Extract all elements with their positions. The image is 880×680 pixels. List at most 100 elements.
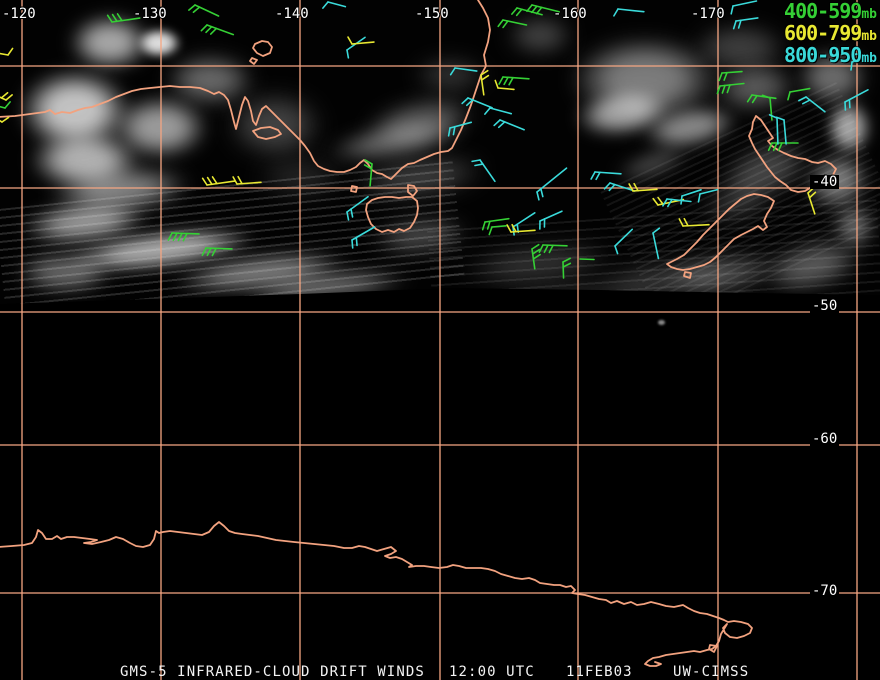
legend-range: 600-799 <box>784 21 862 45</box>
wind-barb <box>526 4 560 15</box>
coastline-nz-south-island <box>666 193 775 271</box>
wind-barb <box>614 228 634 255</box>
wind-barb <box>787 87 811 101</box>
legend-range: 400-599 <box>784 0 862 23</box>
legend-item: 800-950mb <box>784 43 877 68</box>
wind-barb <box>347 36 375 45</box>
wind-barb <box>730 0 758 15</box>
caption-segment: 11FEB03 <box>566 664 633 680</box>
wind-barb <box>590 171 622 181</box>
longitude-label: -130 <box>133 6 167 22</box>
wind-barb <box>807 186 817 215</box>
wind-barb <box>449 67 478 76</box>
coastline-kangaroo-island <box>252 126 282 140</box>
coastline-salt-lake <box>252 40 273 57</box>
wind-barb <box>539 210 563 230</box>
wind-barb <box>732 17 759 30</box>
coastline-layer <box>0 0 837 667</box>
wind-barb <box>531 243 541 270</box>
latitude-label: -70 <box>810 583 840 599</box>
legend-item: 400-599mb <box>784 0 877 24</box>
wind-barb <box>471 159 496 183</box>
wind-barb <box>0 101 11 109</box>
longitude-label: -140 <box>275 6 309 22</box>
wind-barb <box>493 119 525 131</box>
wind-barb <box>106 13 141 23</box>
legend-unit: mb <box>861 51 877 66</box>
wind-barb <box>652 227 661 260</box>
wind-barb <box>447 121 473 137</box>
wind-barb <box>363 159 373 187</box>
wind-barb <box>167 232 200 242</box>
wind-barb <box>697 188 719 203</box>
wind-barb <box>511 7 543 17</box>
wind-barb <box>346 195 369 221</box>
coastline-antarctica <box>0 521 753 667</box>
product-caption: GMS-5 INFRARED-CLOUD DRIFT WINDS 12:00 UT… <box>0 665 880 680</box>
caption-segment: GMS-5 INFRARED-CLOUD DRIFT WINDS <box>120 664 425 680</box>
wind-barb <box>0 47 14 56</box>
wind-barb <box>775 116 787 145</box>
wind-barb <box>494 79 515 91</box>
wind-barb <box>538 244 568 254</box>
legend-range: 800-950 <box>784 43 862 67</box>
coastline-australia <box>0 0 491 180</box>
wind-barb <box>746 94 777 104</box>
cloud-speck <box>658 320 665 325</box>
wind-barb <box>716 82 745 95</box>
wind-barb <box>0 116 10 123</box>
coastline-stewart-island <box>683 271 692 279</box>
wind-barb <box>680 189 702 205</box>
latitude-label: -60 <box>810 431 840 447</box>
wind-barb <box>351 226 376 249</box>
wind-barb <box>844 88 869 111</box>
longitude-label: -120 <box>2 6 36 22</box>
wind-barb <box>850 54 874 71</box>
wind-barb <box>603 182 636 192</box>
wind-barb <box>200 24 235 36</box>
wind-barb <box>562 257 572 279</box>
wind-barb <box>536 167 568 201</box>
coastline-flinders-island <box>407 184 418 197</box>
longitude-label: -170 <box>691 6 725 22</box>
wind-barb <box>232 175 262 185</box>
coastline-antarctic-islet <box>708 644 718 653</box>
wind-barb <box>497 19 528 29</box>
wind-barb <box>613 8 645 17</box>
coastline-salt-lake2 <box>249 57 258 65</box>
wind-barb <box>201 247 233 257</box>
wind-barb <box>678 217 710 227</box>
legend-item: 600-799mb <box>784 21 877 46</box>
wind-barb <box>322 1 347 9</box>
wind-barb <box>761 94 773 121</box>
wind-barb <box>484 107 513 115</box>
wind-barb <box>718 70 743 82</box>
longitude-label: -160 <box>553 6 587 22</box>
wind-barb <box>767 142 799 152</box>
caption-segment: 12:00 UTC <box>449 664 535 680</box>
wind-barb <box>188 4 220 17</box>
longitude-label: -150 <box>415 6 449 22</box>
wind-barb <box>506 223 536 233</box>
wind-barb <box>488 224 507 236</box>
wind-barb <box>498 76 530 86</box>
cloud-blob <box>495 8 585 63</box>
latitude-label: -50 <box>810 298 840 314</box>
legend-unit: mb <box>861 7 877 22</box>
latitude-label: -40 <box>810 174 840 190</box>
coastline-king-island <box>350 185 358 193</box>
wind-barb <box>628 182 658 192</box>
wind-barb-layer <box>0 0 874 279</box>
wind-barb <box>461 97 493 109</box>
pressure-level-legend: 400-599mb 600-799mb 800-950mb <box>784 0 877 68</box>
wind-barb <box>201 176 236 186</box>
caption-segment: UW-CIMSS <box>673 664 750 680</box>
wind-barb <box>798 96 826 113</box>
wind-barb <box>481 217 510 231</box>
legend-unit: mb <box>861 29 877 44</box>
wind-barb <box>480 69 490 96</box>
wind-barb <box>662 198 692 208</box>
